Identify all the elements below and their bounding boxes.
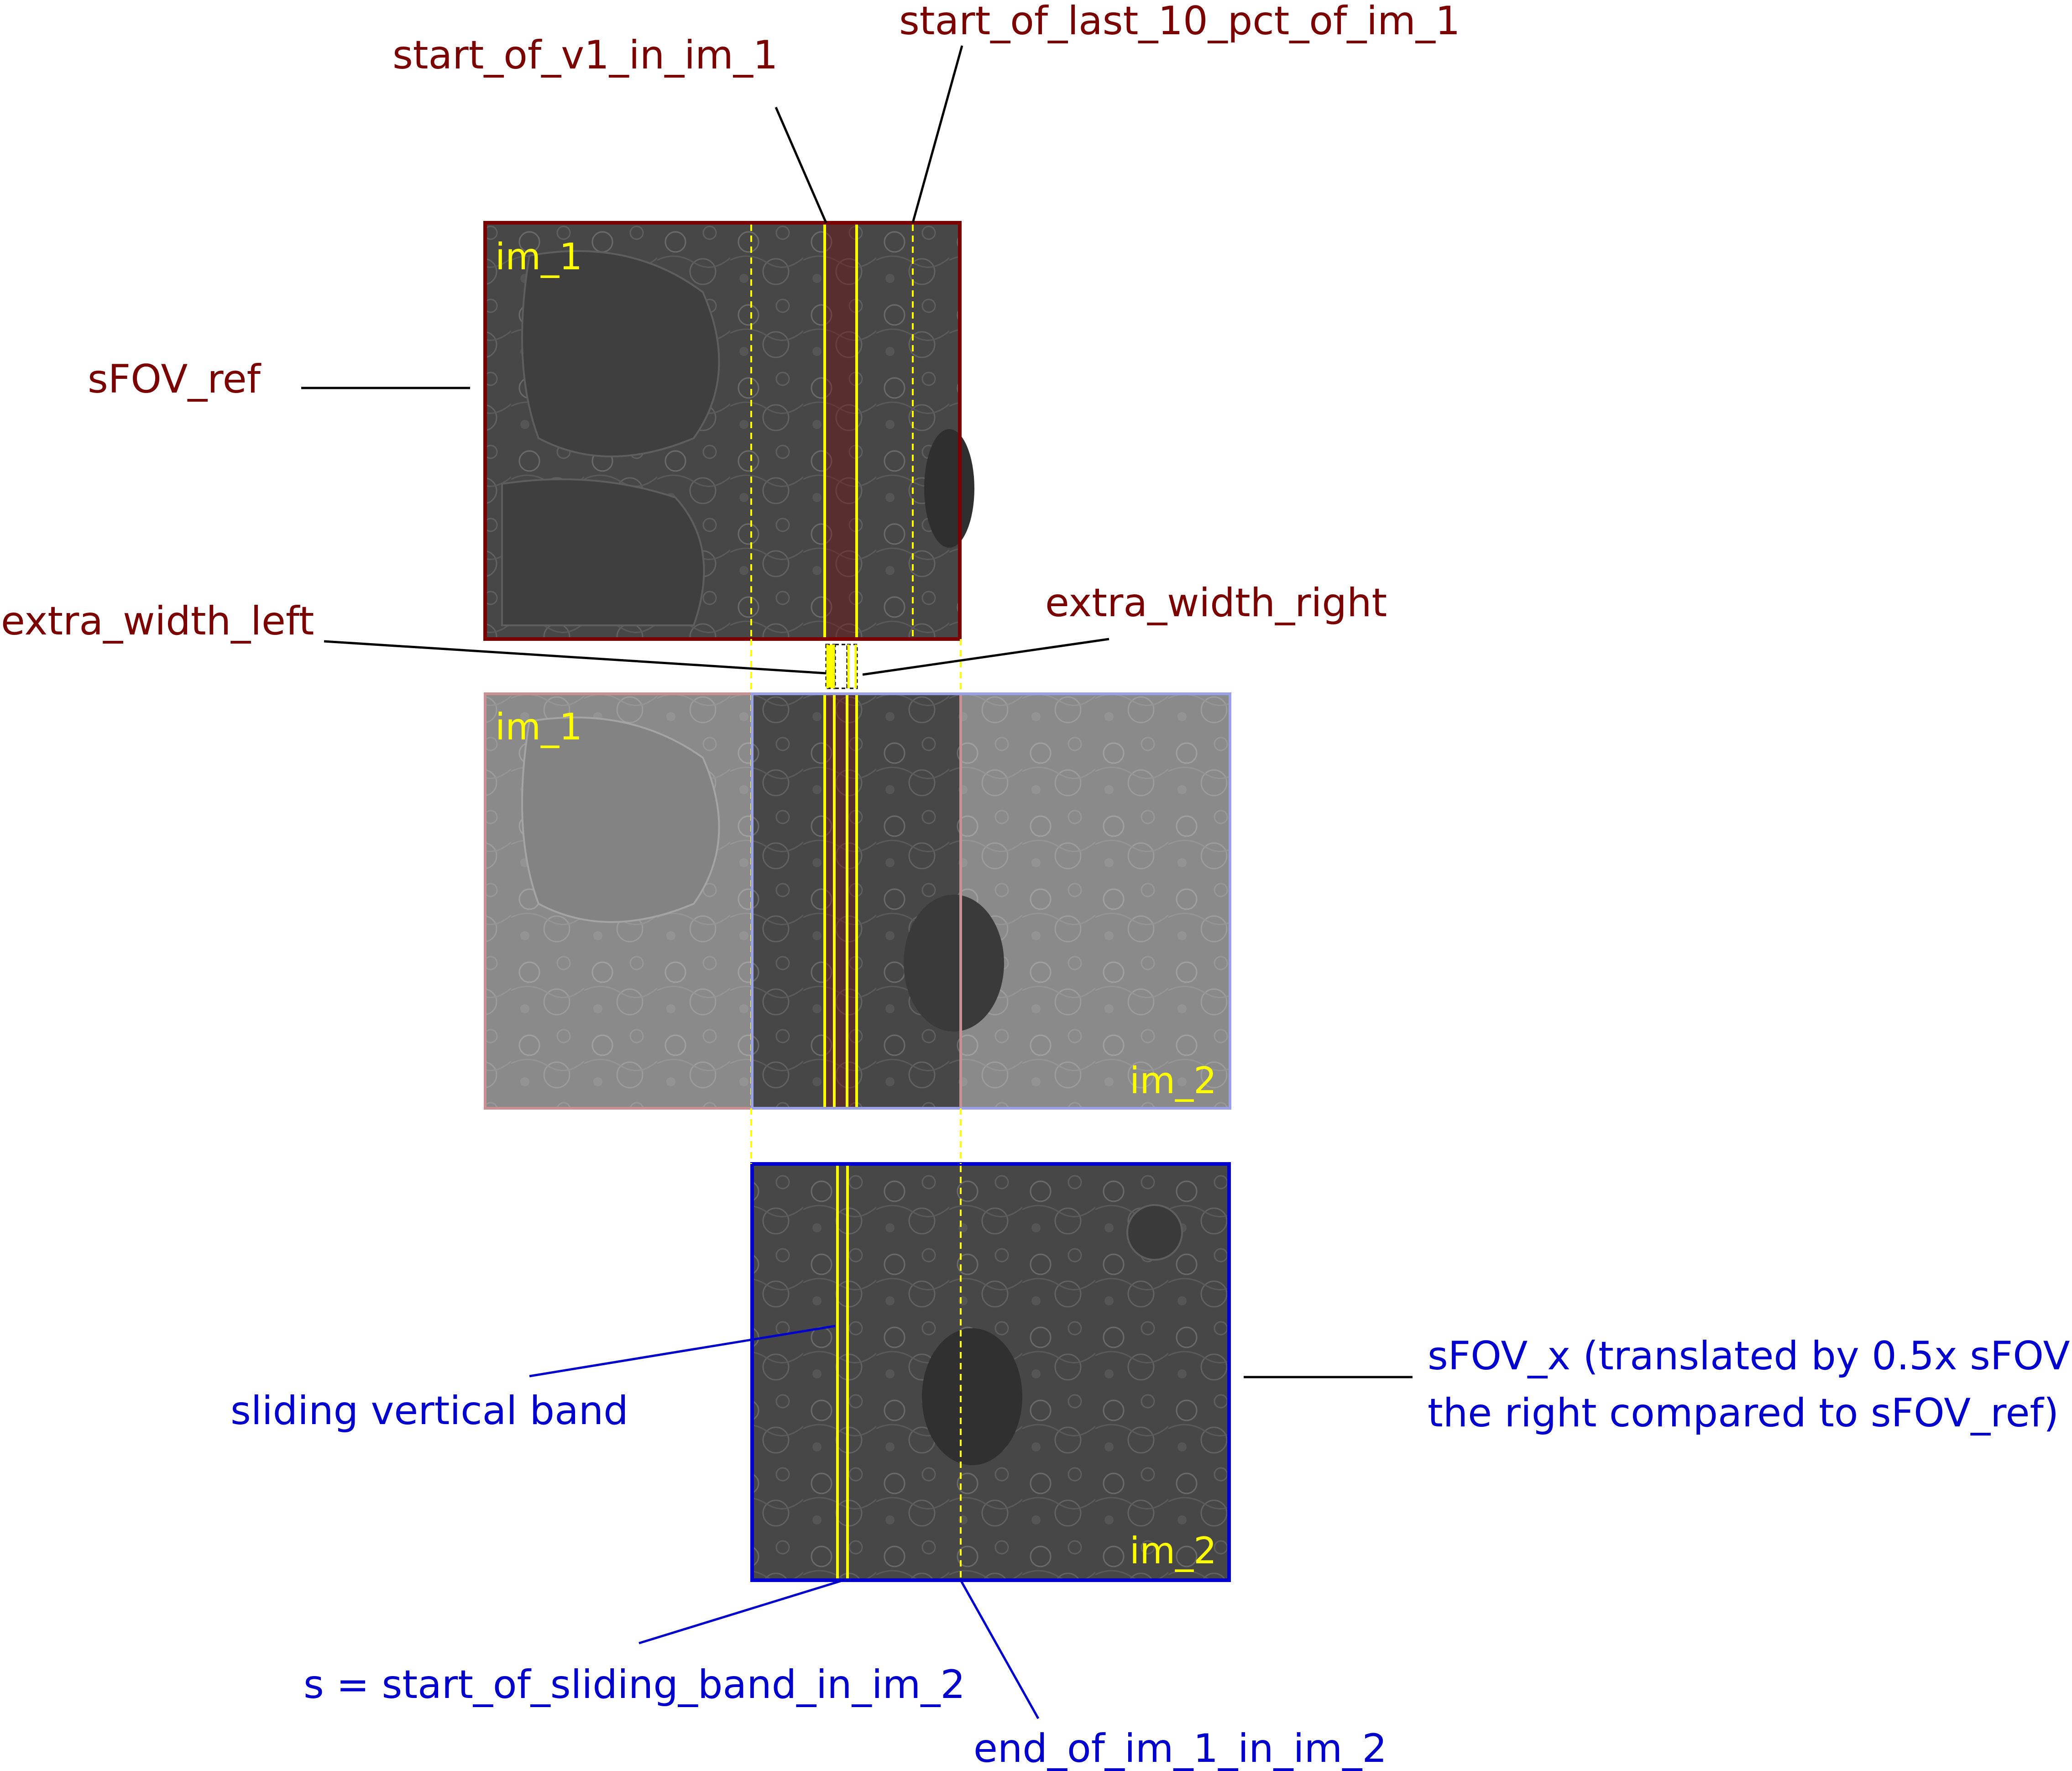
nucleus-outline (521, 250, 720, 457)
leaders (301, 45, 1413, 1719)
panel-im2-x: im_2 (750, 1162, 1231, 1582)
label-sfov-ref: sFOV_ref (88, 356, 262, 402)
panel-label-im1-mid: im_1 (495, 706, 582, 748)
x-border (750, 1162, 1231, 1582)
panel-label-im2: im_2 (1130, 1530, 1217, 1572)
extra-width-markers (825, 644, 858, 689)
dark-organelle (924, 429, 974, 548)
band-highlight-overlay (825, 694, 857, 1108)
label-sfov-x-line2: the right compared to sFOV_ref) (1428, 1390, 2059, 1436)
dark-organelle-im2 (922, 1328, 1022, 1465)
ref-border (483, 221, 962, 641)
nucleus-outline-faded (521, 716, 720, 923)
micrograph-im2-faded (961, 694, 1230, 1108)
dark-organelle-overlap (904, 895, 1004, 1032)
label-sfov-x-line1: sFOV_x (translated by 0.5x sFOV to (1428, 1333, 2072, 1379)
nucleus-outline-2 (501, 478, 705, 626)
leader-extra-right (862, 638, 1109, 676)
panel-overlay: im_1 im_2 (484, 692, 1231, 1110)
extra-width-mid-marker (834, 644, 848, 689)
label-start-of-last-10pct: start_of_last_10_pct_of_im_1 (899, 0, 1460, 44)
label-end-of-im1-in-im2: end_of_im_1_in_im_2 (973, 1726, 1387, 1771)
label-extra-width-right: extra_width_right (1045, 580, 1387, 626)
organelle-im2 (1126, 1204, 1183, 1261)
leader-end-im1 (959, 1579, 1040, 1719)
leader-extra-left (324, 640, 827, 675)
label-s-start: s = start_of_sliding_band_in_im_2 (303, 1662, 965, 1708)
label-start-of-v1: start_of_v1_in_im_1 (392, 32, 778, 78)
overlay-border-ref (484, 692, 962, 1110)
panel-im1-ref: im_1 (483, 221, 974, 641)
band-highlight (825, 225, 857, 637)
label-sliding-vertical-band: sliding vertical band (230, 1388, 628, 1434)
panel-label-im2-mid: im_2 (1130, 1059, 1217, 1102)
overlay-border-x (751, 692, 1231, 1110)
panel-label-im1: im_1 (495, 236, 582, 278)
label-extra-width-left: extra_width_left (1, 598, 314, 644)
leader-last10 (911, 45, 963, 223)
leader-v1 (774, 107, 827, 223)
guide-lines (750, 639, 962, 1164)
leader-s-start (638, 1579, 844, 1645)
leader-sliding-band (529, 1325, 836, 1378)
